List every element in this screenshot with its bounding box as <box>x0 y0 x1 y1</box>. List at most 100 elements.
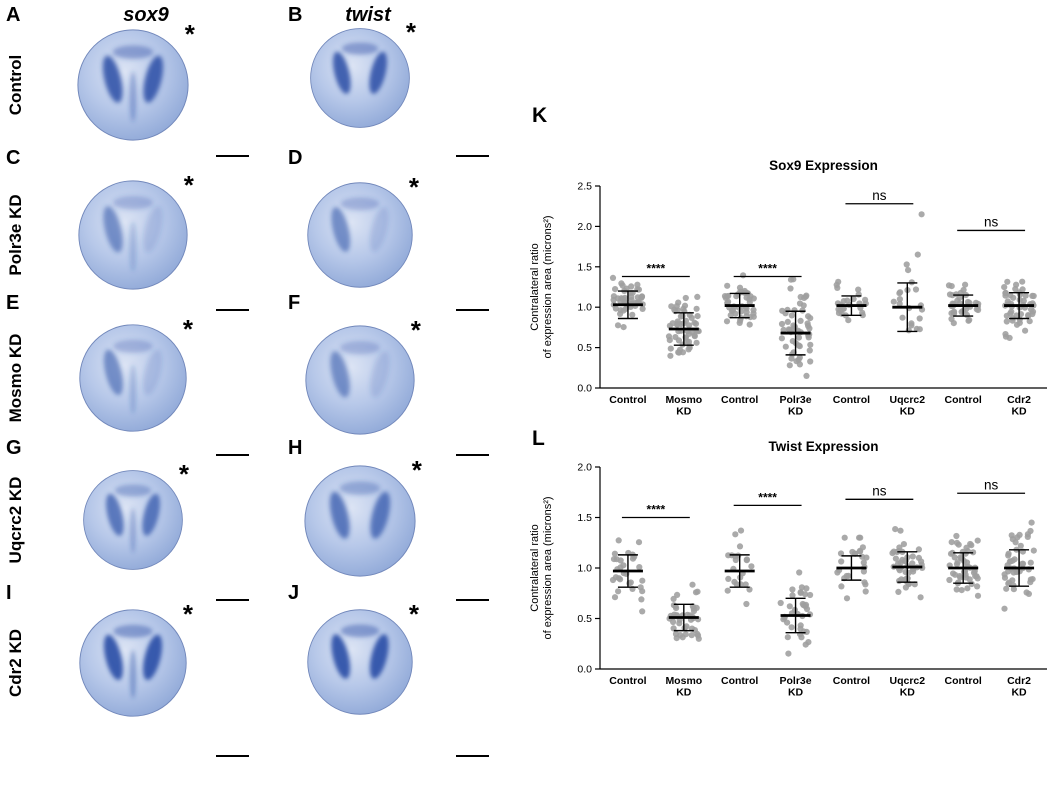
scale-bar <box>216 155 249 157</box>
svg-text:KD: KD <box>900 687 916 699</box>
svg-text:Control: Control <box>833 675 870 687</box>
svg-text:KD: KD <box>788 687 804 699</box>
panel-letter-d: D <box>288 147 303 169</box>
svg-text:KD: KD <box>676 406 692 418</box>
embryo-image-d <box>307 182 413 288</box>
injected-side-asterisk-g: * <box>178 459 190 490</box>
injected-side-asterisk-h: * <box>411 454 422 485</box>
svg-text:Control: Control <box>721 675 758 687</box>
injected-side-asterisk-b: * <box>405 17 417 48</box>
scale-bar <box>456 755 489 757</box>
panel-letter-j: J <box>288 582 300 604</box>
svg-text:0.5: 0.5 <box>577 342 592 354</box>
svg-text:Contralateral ratioof expressi: Contralateral ratioof expression area (m… <box>529 215 554 358</box>
embryo-image-i <box>79 609 187 717</box>
svg-text:****: **** <box>647 261 666 275</box>
svg-text:KD: KD <box>1011 687 1027 699</box>
svg-text:****: **** <box>758 490 777 504</box>
injected-side-asterisk-f: * <box>410 314 421 345</box>
svg-text:0.0: 0.0 <box>577 383 592 395</box>
embryo-image-c <box>78 180 188 290</box>
chart-sox9-expression: Sox9 Expression Contralateral ratioof exp… <box>529 158 1047 418</box>
svg-text:Mosmo: Mosmo <box>665 394 702 406</box>
svg-text:ns: ns <box>984 214 999 229</box>
scale-bar <box>456 599 489 601</box>
row-label-control: Control <box>6 54 25 116</box>
scale-bar <box>216 309 249 311</box>
embryo-image-h <box>304 465 416 577</box>
svg-text:Control: Control <box>945 675 982 687</box>
svg-text:Sox9 Expression: Sox9 Expression <box>769 158 878 173</box>
svg-text:1.0: 1.0 <box>577 563 592 575</box>
scale-bar <box>216 454 249 456</box>
chart-twist-expression: Twist Expression Contralateral ratioof ex… <box>529 439 1047 699</box>
panel-letter-k: K <box>532 104 548 127</box>
svg-text:ns: ns <box>872 188 887 203</box>
injected-side-asterisk-i: * <box>182 598 193 629</box>
scale-bar <box>456 309 489 311</box>
panel-letter-g: G <box>6 437 22 459</box>
row-label-cdr2-kd: Cdr2 KD <box>6 628 25 698</box>
embryo-image-e <box>79 324 187 432</box>
injected-side-asterisk-e: * <box>182 313 193 344</box>
row-label-polr3e-kd: Polr3e KD <box>6 194 25 276</box>
gene-header-sox9: sox9 <box>123 4 169 26</box>
svg-text:Control: Control <box>609 394 646 406</box>
svg-text:Control: Control <box>721 394 758 406</box>
svg-text:****: **** <box>758 261 777 275</box>
embryo-image-a <box>77 29 189 141</box>
injected-side-asterisk-d: * <box>408 171 419 202</box>
row-label-uqcrc2-kd: Uqcrc2 KD <box>6 476 25 564</box>
scale-bar <box>456 155 489 157</box>
svg-text:2.5: 2.5 <box>577 181 592 193</box>
scale-bar <box>216 599 249 601</box>
svg-text:1.0: 1.0 <box>577 302 592 314</box>
panel-letter-h: H <box>288 437 303 459</box>
svg-text:KD: KD <box>676 687 692 699</box>
panel-letter-a: A <box>6 4 21 26</box>
svg-text:ns: ns <box>872 483 887 498</box>
scale-bar <box>216 755 249 757</box>
svg-text:KD: KD <box>900 406 916 418</box>
svg-text:Twist Expression: Twist Expression <box>768 439 878 454</box>
svg-text:Mosmo: Mosmo <box>665 675 702 687</box>
svg-text:KD: KD <box>788 406 804 418</box>
gene-header-twist: twist <box>345 4 391 26</box>
svg-text:Cdr2: Cdr2 <box>1007 394 1031 406</box>
svg-text:Control: Control <box>945 394 982 406</box>
panel-letter-b: B <box>288 4 303 26</box>
embryo-image-b <box>310 28 410 128</box>
svg-text:Contralateral ratioof expressi: Contralateral ratioof expression area (m… <box>529 496 554 639</box>
panel-letter-c: C <box>6 147 21 169</box>
svg-text:KD: KD <box>1011 406 1027 418</box>
panel-letter-e: E <box>6 292 20 314</box>
svg-text:0.5: 0.5 <box>577 613 592 625</box>
svg-text:Polr3e: Polr3e <box>780 394 812 406</box>
svg-text:1.5: 1.5 <box>577 512 592 524</box>
svg-text:0.0: 0.0 <box>577 664 592 676</box>
panel-letter-i: I <box>6 582 12 604</box>
svg-text:Control: Control <box>833 394 870 406</box>
svg-text:1.5: 1.5 <box>577 261 592 273</box>
embryo-image-g <box>83 470 183 570</box>
svg-text:Control: Control <box>609 675 646 687</box>
injected-side-asterisk-j: * <box>408 598 419 629</box>
svg-text:ns: ns <box>984 477 999 492</box>
panel-letter-l: L <box>532 427 545 450</box>
embryo-image-j <box>307 609 413 715</box>
scale-bar <box>456 454 489 456</box>
panel-letter-f: F <box>288 292 301 314</box>
injected-side-asterisk-a: * <box>184 18 195 49</box>
svg-text:Uqcrc2: Uqcrc2 <box>890 394 926 406</box>
row-label-mosmo-kd: Mosmo KD <box>6 333 25 423</box>
svg-text:Cdr2: Cdr2 <box>1007 675 1031 687</box>
injected-side-asterisk-c: * <box>183 169 194 200</box>
svg-text:Uqcrc2: Uqcrc2 <box>890 675 926 687</box>
embryo-image-f <box>305 325 415 435</box>
svg-text:2.0: 2.0 <box>577 462 592 474</box>
svg-text:Polr3e: Polr3e <box>780 675 812 687</box>
svg-text:****: **** <box>647 503 666 517</box>
svg-text:2.0: 2.0 <box>577 221 592 233</box>
